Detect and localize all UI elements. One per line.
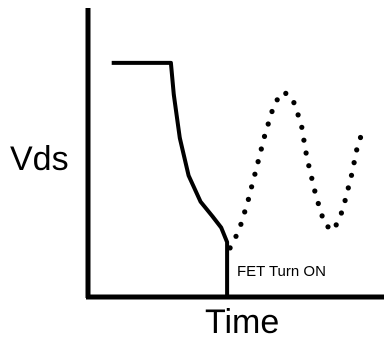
series-1-dot <box>319 213 325 219</box>
fet-turn-on-annotation: FET Turn ON <box>237 263 326 280</box>
series-1-dot <box>269 108 275 115</box>
series-1-dot <box>315 200 321 207</box>
series-1-dot <box>245 196 251 202</box>
series-1-dot <box>338 210 344 216</box>
series-layer <box>111 60 384 299</box>
series-1-dot <box>333 222 339 228</box>
series-1-dot <box>348 172 355 178</box>
series-1-dot <box>249 184 255 190</box>
x-axis-label: Time <box>205 303 280 341</box>
series-0-line <box>111 60 384 299</box>
series-1-dot <box>242 209 248 215</box>
series-1-dot <box>265 121 271 127</box>
series-1-dot <box>252 171 258 177</box>
series-1-dot <box>238 221 244 227</box>
series-1-dot <box>274 97 280 103</box>
series-1-dot <box>342 197 348 204</box>
series-1 <box>227 90 364 251</box>
series-1-dot <box>345 185 351 191</box>
series-1-dot <box>357 134 364 141</box>
series-1-dot <box>295 112 301 118</box>
series-1-dot <box>299 124 305 130</box>
series-1-dot <box>227 245 233 251</box>
series-1-dot <box>351 160 357 166</box>
series-1-dot <box>325 224 331 230</box>
series-1-dot <box>261 133 268 139</box>
series-1-dot <box>258 146 264 152</box>
series-1-dot <box>303 150 309 156</box>
y-axis-label: Vds <box>10 140 69 178</box>
series-1-dot <box>301 137 307 143</box>
series-1-dot <box>291 100 297 106</box>
series-1-dot <box>309 175 315 181</box>
series-1-dot <box>255 159 261 165</box>
series-1-dot <box>312 188 318 194</box>
series-1-dot <box>354 147 360 153</box>
series-0 <box>111 60 384 299</box>
series-1-dot <box>283 90 289 96</box>
series-1-dot <box>233 233 239 239</box>
series-1-dot <box>306 163 312 169</box>
